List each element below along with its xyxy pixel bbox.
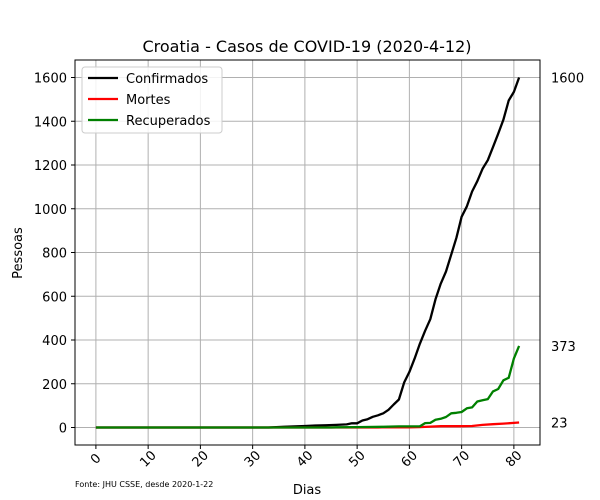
x-tick-label: 30: [242, 448, 264, 470]
y-tick-label: 0: [59, 422, 67, 437]
y-tick-label: 1600: [34, 72, 67, 87]
series-lines: [95, 77, 521, 429]
end-label-mortes: 23: [551, 416, 568, 431]
y-axis-ticks: 0 200 400 600 800 1000 1200 1400 1600: [34, 72, 75, 437]
x-tick-label: 80: [503, 448, 525, 470]
legend: Confirmados Mortes Recuperados: [81, 66, 223, 134]
y-tick-label: 600: [42, 290, 67, 305]
x-axis-ticks: 0 10 20 30 40 50 60 70 80: [88, 445, 525, 471]
x-tick-label: 40: [294, 448, 316, 470]
grid-lines: [75, 60, 540, 445]
y-tick-label: 1200: [34, 159, 67, 174]
x-tick-label: 0: [88, 451, 104, 467]
legend-box: [81, 66, 223, 134]
end-label-recuperados: 373: [551, 340, 576, 355]
x-tick-label: 60: [399, 448, 421, 470]
y-tick-label: 1400: [34, 115, 67, 130]
legend-label-mortes: Mortes: [126, 93, 171, 108]
x-tick-label: 70: [451, 448, 473, 470]
series-line-recuperados: [95, 345, 521, 429]
x-axis-title: Dias: [293, 483, 322, 498]
legend-label-confirmados: Confirmados: [126, 72, 208, 87]
x-tick-label: 20: [190, 448, 212, 470]
legend-label-recuperados: Recuperados: [126, 114, 211, 129]
x-tick-label: 50: [346, 448, 368, 470]
y-tick-label: 800: [42, 247, 67, 262]
y-tick-label: 200: [42, 378, 67, 393]
end-labels: 1600 23 373: [551, 72, 584, 432]
x-tick-label: 10: [137, 448, 159, 470]
y-tick-label: 1000: [34, 203, 67, 218]
y-tick-label: 400: [42, 334, 67, 349]
series-line-confirmados: [95, 77, 521, 429]
y-axis-title: Pessoas: [11, 227, 26, 279]
source-note: Fonte: JHU CSSE, desde 2020-1-22: [75, 480, 213, 489]
chart-title: Croatia - Casos de COVID-19 (2020-4-12): [142, 37, 471, 56]
end-label-confirmados: 1600: [551, 72, 584, 87]
